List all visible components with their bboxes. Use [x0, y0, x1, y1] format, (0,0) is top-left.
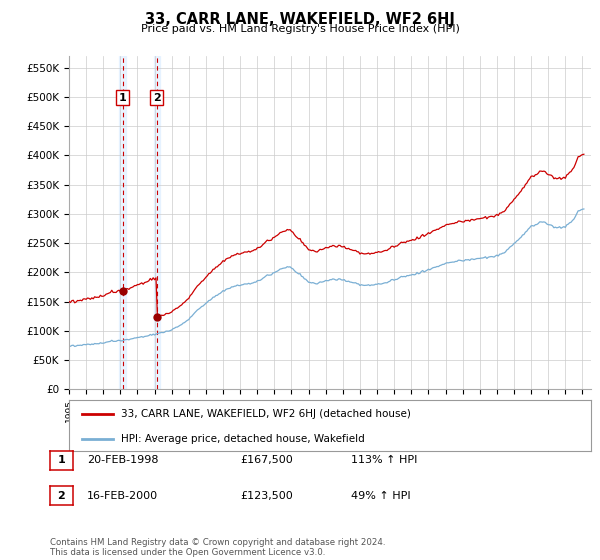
Text: 20-FEB-1998: 20-FEB-1998 — [87, 455, 158, 465]
Bar — [119, 56, 125, 389]
Text: 113% ↑ HPI: 113% ↑ HPI — [351, 455, 418, 465]
Text: 33, CARR LANE, WAKEFIELD, WF2 6HJ (detached house): 33, CARR LANE, WAKEFIELD, WF2 6HJ (detac… — [121, 409, 411, 419]
Text: 33, CARR LANE, WAKEFIELD, WF2 6HJ: 33, CARR LANE, WAKEFIELD, WF2 6HJ — [145, 12, 455, 27]
Text: Price paid vs. HM Land Registry's House Price Index (HPI): Price paid vs. HM Land Registry's House … — [140, 24, 460, 34]
Bar — [154, 56, 160, 389]
Text: £123,500: £123,500 — [240, 491, 293, 501]
Text: 49% ↑ HPI: 49% ↑ HPI — [351, 491, 410, 501]
Text: Contains HM Land Registry data © Crown copyright and database right 2024.
This d: Contains HM Land Registry data © Crown c… — [50, 538, 385, 557]
Text: 16-FEB-2000: 16-FEB-2000 — [87, 491, 158, 501]
Text: 2: 2 — [58, 491, 65, 501]
Text: 1: 1 — [119, 92, 127, 102]
Text: 2: 2 — [153, 92, 161, 102]
Text: £167,500: £167,500 — [240, 455, 293, 465]
Text: 1: 1 — [58, 455, 65, 465]
Text: HPI: Average price, detached house, Wakefield: HPI: Average price, detached house, Wake… — [121, 433, 365, 444]
